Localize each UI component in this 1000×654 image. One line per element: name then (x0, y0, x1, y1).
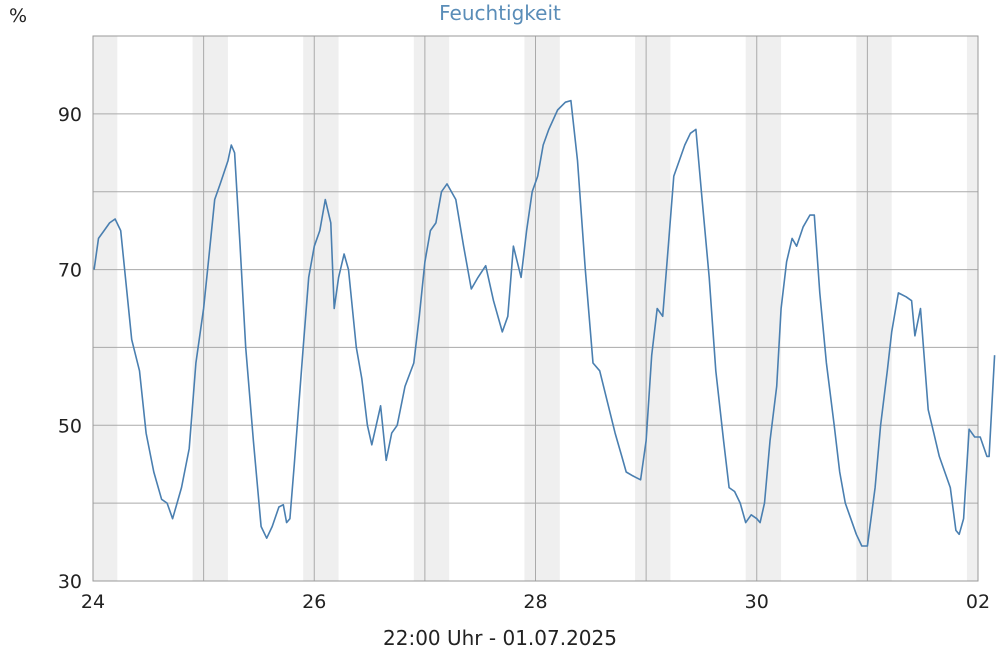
chart-title: Feuchtigkeit (439, 1, 561, 25)
y-tick-label: 90 (58, 104, 82, 126)
night-band-1 (192, 36, 228, 581)
x-tick-label: 24 (81, 591, 105, 613)
y-tick-label: 30 (58, 571, 82, 593)
night-band-0 (93, 36, 118, 581)
x-tick-label: 02 (966, 591, 990, 613)
y-tick-label: 50 (58, 415, 82, 437)
night-band-8 (966, 36, 978, 581)
night-band-5 (635, 36, 671, 581)
x-tick-label: 30 (745, 591, 769, 613)
night-band-6 (745, 36, 782, 581)
x-tick-label: 26 (302, 591, 326, 613)
night-band-4 (524, 36, 560, 581)
night-band-3 (413, 36, 450, 581)
footer-timestamp: 22:00 Uhr - 01.07.2025 (383, 626, 617, 650)
plot-frame (92, 35, 979, 582)
x-tick-label: 28 (523, 591, 547, 613)
humidity-series-line-0 (93, 99, 996, 547)
y-axis-unit: % (9, 5, 27, 27)
y-tick-label: 70 (58, 260, 82, 282)
night-band-2 (303, 36, 339, 581)
